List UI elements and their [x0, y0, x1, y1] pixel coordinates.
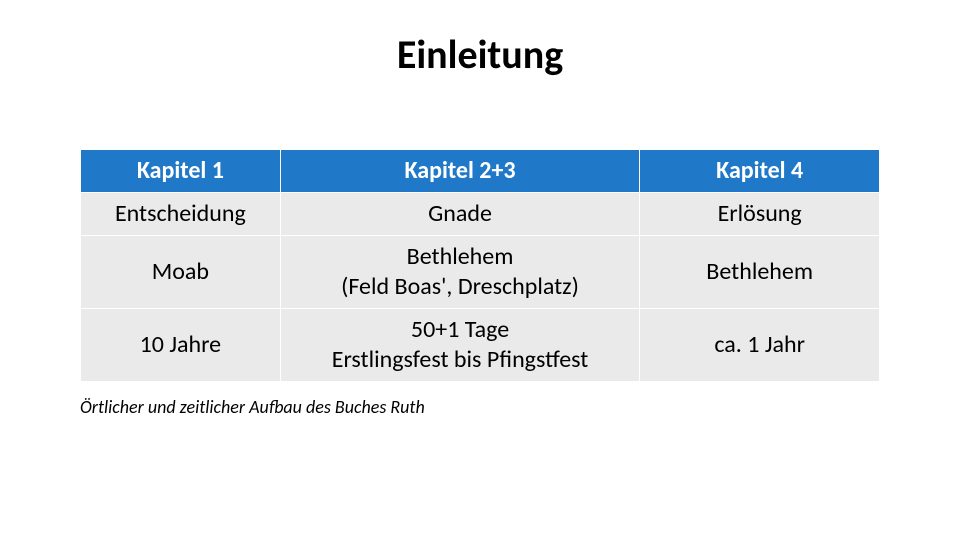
table-row: Entscheidung Gnade Erlösung — [81, 193, 880, 236]
slide: Einleitung Kapitel 1 Kapitel 2+3 Kapitel… — [0, 0, 960, 540]
table-cell: ca. 1 Jahr — [640, 309, 880, 382]
table-header-row: Kapitel 1 Kapitel 2+3 Kapitel 4 — [81, 150, 880, 193]
table-row: 10 Jahre 50+1 Tage Erstlingsfest bis Pfi… — [81, 309, 880, 382]
table-cell: Moab — [81, 236, 281, 309]
table-cell: Entscheidung — [81, 193, 281, 236]
table-cell: Erlösung — [640, 193, 880, 236]
structure-table: Kapitel 1 Kapitel 2+3 Kapitel 4 Entschei… — [80, 149, 880, 382]
table-cell: 10 Jahre — [81, 309, 281, 382]
table-header-cell: Kapitel 4 — [640, 150, 880, 193]
table-header-cell: Kapitel 1 — [81, 150, 281, 193]
table-cell: Bethlehem — [640, 236, 880, 309]
page-title: Einleitung — [80, 30, 880, 79]
table-row: Moab Bethlehem (Feld Boas', Dreschplatz)… — [81, 236, 880, 309]
table-header-cell: Kapitel 2+3 — [280, 150, 640, 193]
table-cell: 50+1 Tage Erstlingsfest bis Pfingstfest — [280, 309, 640, 382]
table-cell: Bethlehem (Feld Boas', Dreschplatz) — [280, 236, 640, 309]
table-caption: Örtlicher und zeitlicher Aufbau des Buch… — [80, 396, 880, 418]
table-cell: Gnade — [280, 193, 640, 236]
